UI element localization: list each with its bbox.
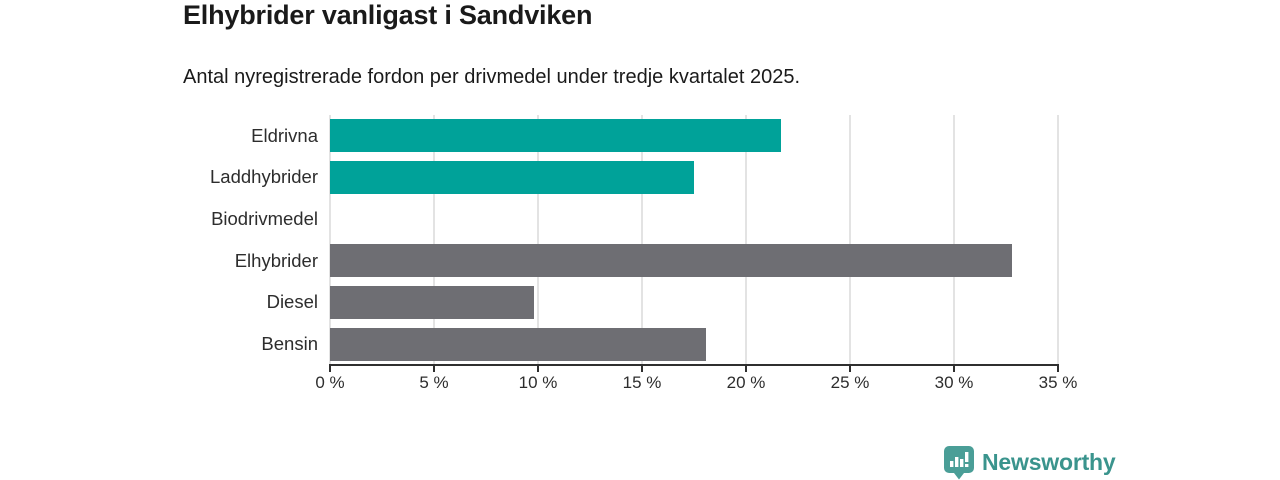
x-tick-0 bbox=[329, 364, 331, 372]
x-tick-20 bbox=[745, 364, 747, 372]
category-label-biodrivmedel: Biodrivmedel bbox=[211, 208, 318, 230]
x-tick-label-25: 25 % bbox=[830, 373, 870, 392]
gridline-5 bbox=[433, 115, 435, 365]
category-label-laddhybrider: Laddhybrider bbox=[210, 166, 318, 188]
gridline-10 bbox=[537, 115, 539, 365]
x-tick-35 bbox=[1057, 364, 1059, 372]
x-tick-25 bbox=[849, 364, 851, 372]
chart-subtitle: Antal nyregistrerade fordon per drivmede… bbox=[183, 66, 801, 88]
gridline-15 bbox=[641, 115, 643, 365]
bar-elhybrider bbox=[330, 244, 1013, 278]
gridline-25 bbox=[849, 115, 851, 365]
gridline-35 bbox=[1057, 115, 1059, 365]
x-tick-label-30: 30 % bbox=[934, 373, 974, 392]
newsworthy-brand: Newsworthy bbox=[943, 445, 1116, 480]
x-tick-label-20: 20 % bbox=[726, 373, 766, 392]
x-tick-5 bbox=[433, 364, 435, 372]
bar-eldrivna bbox=[330, 119, 782, 153]
category-label-bensin: Bensin bbox=[261, 333, 318, 355]
x-tick-label-35: 35 % bbox=[1038, 373, 1078, 392]
x-tick-10 bbox=[537, 364, 539, 372]
category-label-diesel: Diesel bbox=[266, 291, 318, 313]
x-tick-label-0: 0 % bbox=[315, 373, 345, 392]
x-tick-label-15: 15 % bbox=[622, 373, 662, 392]
category-label-elhybrider: Elhybrider bbox=[234, 249, 318, 271]
category-label-eldrivna: Eldrivna bbox=[251, 124, 318, 146]
bar-laddhybrider bbox=[330, 161, 694, 194]
newsworthy-logo-icon bbox=[943, 445, 975, 480]
plot-area bbox=[329, 115, 1059, 365]
x-axis-line bbox=[329, 364, 1059, 366]
newsworthy-wordmark: Newsworthy bbox=[982, 449, 1116, 475]
bar-bensin bbox=[330, 327, 707, 361]
x-tick-label-10: 10 % bbox=[518, 373, 558, 392]
x-tick-15 bbox=[641, 364, 643, 372]
gridline-30 bbox=[953, 115, 955, 365]
chart-title: Elhybrider vanligast i Sandviken bbox=[183, 0, 593, 30]
gridline-20 bbox=[745, 115, 747, 365]
x-tick-label-5: 5 % bbox=[419, 373, 449, 392]
gridline-0 bbox=[329, 115, 331, 365]
x-tick-30 bbox=[953, 364, 955, 372]
bar-diesel bbox=[330, 286, 534, 319]
